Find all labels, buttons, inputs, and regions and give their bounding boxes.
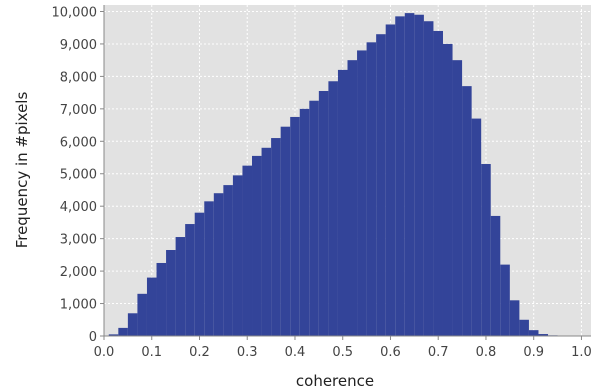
histogram-bar — [194, 212, 205, 336]
histogram-bar — [414, 14, 424, 337]
x-axis-title: coherence — [296, 372, 374, 390]
histogram-bar — [309, 100, 319, 336]
histogram-bar — [242, 165, 253, 336]
histogram-bar — [213, 193, 224, 336]
histogram-bar — [252, 155, 262, 336]
y-ticks: 0 1,000 2,000 3,000 4,000 5,000 6,000 7,000 8,00… — [52, 5, 104, 345]
histogram-bar — [280, 126, 291, 336]
bars — [108, 13, 568, 337]
histogram-bar — [271, 138, 281, 336]
histogram-bar — [395, 16, 405, 336]
histogram-bar — [232, 175, 243, 336]
y-tick-label: 0 — [89, 330, 97, 345]
histogram-bar — [175, 237, 186, 336]
histogram-bar — [261, 147, 272, 336]
y-tick-label: 7,000 — [60, 103, 97, 118]
x-tick-label: 0.3 — [237, 345, 258, 360]
histogram-bar — [118, 327, 128, 336]
x-tick-label: 0.5 — [332, 345, 353, 360]
histogram-bar — [433, 30, 443, 336]
y-tick-label: 6,000 — [60, 135, 97, 150]
histogram-bar — [223, 185, 233, 336]
x-tick-label: 1.0 — [571, 345, 592, 360]
x-tick-label: 0.7 — [428, 345, 449, 360]
y-tick-label: 9,000 — [60, 38, 97, 53]
histogram-bar — [500, 264, 510, 336]
histogram-bar — [509, 300, 520, 336]
x-tick-label: 0.4 — [285, 345, 306, 360]
histogram-bar — [385, 24, 396, 337]
histogram-bar — [519, 319, 529, 336]
histogram-bar — [376, 34, 386, 337]
y-tick-label: 1,000 — [60, 298, 97, 313]
x-tick-label: 0.6 — [380, 345, 401, 360]
histogram-bar — [452, 60, 463, 337]
histogram-bar — [538, 334, 549, 336]
y-tick-label: 2,000 — [60, 265, 97, 280]
y-tick-label: 3,000 — [60, 233, 97, 248]
histogram-bar — [185, 224, 195, 336]
histogram-bar — [290, 116, 300, 337]
histogram-bar — [166, 250, 176, 336]
histogram-bar — [299, 108, 310, 336]
histogram-bar — [318, 90, 329, 337]
x-tick-label: 0.8 — [476, 345, 497, 360]
x-tick-label: 0.0 — [94, 345, 115, 360]
y-tick-label: 10,000 — [52, 5, 98, 20]
x-tick-label: 0.2 — [189, 345, 210, 360]
x-ticks: 0.0 0.1 0.2 0.3 0.4 0.5 0.6 0.7 0.8 0.9 1.0 — [94, 336, 592, 360]
y-tick-label: 8,000 — [60, 70, 97, 85]
histogram-bar — [357, 50, 367, 337]
histogram-bar — [127, 313, 138, 336]
y-tick-label: 4,000 — [60, 200, 97, 215]
x-tick-label: 0.9 — [523, 345, 544, 360]
histogram-bar — [423, 21, 434, 336]
histogram-bar — [366, 42, 377, 336]
histogram-bar — [347, 60, 358, 337]
histogram-bar — [337, 69, 348, 336]
histogram-bar — [146, 277, 157, 336]
histogram-bar — [204, 201, 214, 336]
histogram-bar — [462, 86, 472, 337]
histogram-bar — [137, 293, 147, 336]
histogram-bar — [442, 43, 453, 337]
histogram-bar — [156, 262, 167, 336]
y-axis-title: Frequency in #pixels — [13, 92, 31, 249]
histogram-bar — [481, 164, 491, 336]
histogram-bar — [471, 118, 482, 336]
histogram-bar — [108, 334, 119, 336]
histogram-bar — [490, 215, 501, 336]
y-tick-label: 5,000 — [60, 168, 97, 183]
histogram-bar — [328, 81, 338, 337]
histogram-bar — [528, 330, 539, 336]
x-tick-label: 0.1 — [141, 345, 162, 360]
histogram-bar — [404, 13, 415, 337]
